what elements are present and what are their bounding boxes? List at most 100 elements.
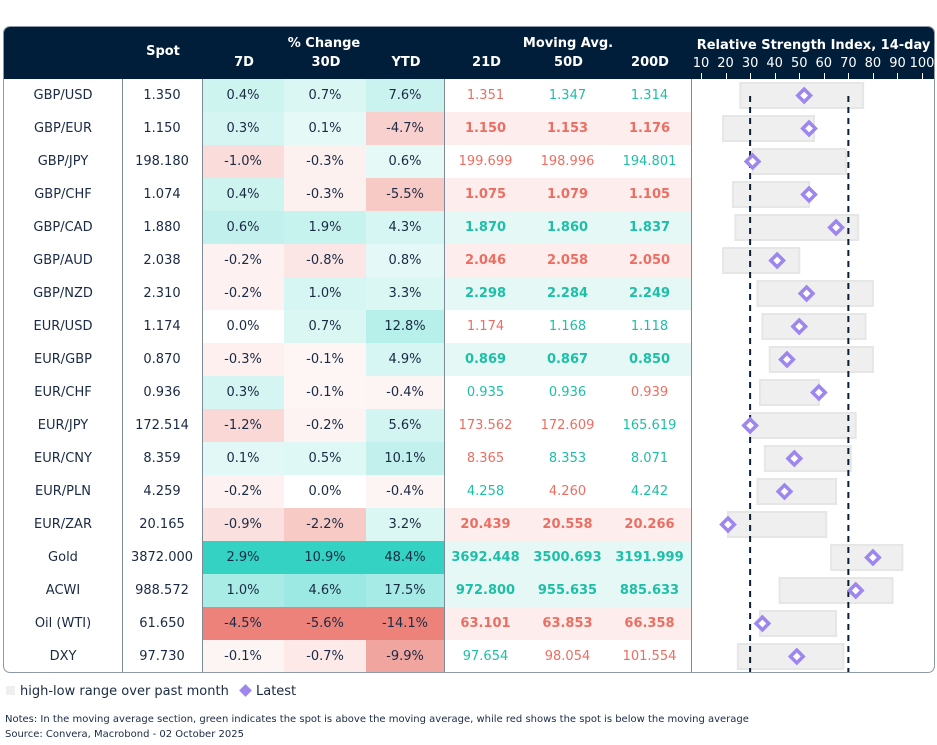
pct-d7: 1.0% xyxy=(202,574,284,607)
rsi-tick xyxy=(774,73,776,79)
table-row: Oil (WTI) 61.650 -4.5% -5.6% -14.1% 63.101 63… xyxy=(4,607,934,640)
instrument-name: GBP/JPY xyxy=(37,154,89,169)
ma-200d: 101.554 xyxy=(622,649,677,664)
pct-ytd: 4.9% xyxy=(366,343,444,376)
ma-21d: 1.870 xyxy=(464,220,507,235)
pct-d7: 0.0% xyxy=(202,310,284,343)
pct-ytd: 0.6% xyxy=(366,145,444,178)
ma-200d: 194.801 xyxy=(622,154,677,169)
table-header: Spot % Change 7D 30D YTD Moving Avg. 21D… xyxy=(4,27,934,79)
rsi-tick-label: 90 xyxy=(889,56,906,71)
pct-d7: 0.3% xyxy=(202,376,284,409)
pct-d30: -2.2% xyxy=(284,508,366,541)
rsi-latest-marker xyxy=(827,218,845,237)
pct-d7: 0.3% xyxy=(202,112,284,145)
ma-200d: 1.176 xyxy=(628,121,671,136)
rsi-range-bar xyxy=(756,478,838,505)
ma-21d: 0.869 xyxy=(464,352,507,367)
table-row: DXY 97.730 -0.1% -0.7% -9.9% 97.654 98.054 101… xyxy=(4,640,934,672)
pct-ytd: 0.8% xyxy=(366,244,444,277)
rsi-range-bar xyxy=(749,412,857,439)
rsi-latest-marker xyxy=(810,383,828,402)
pct-ytd: -5.5% xyxy=(366,178,444,211)
spot-value: 0.870 xyxy=(143,352,181,367)
rsi-tick-label: 50 xyxy=(790,56,808,71)
rsi-tick xyxy=(799,73,801,79)
ma-21d: 199.699 xyxy=(458,154,513,169)
rsi-tick xyxy=(897,73,899,79)
pct-d30: -0.3% xyxy=(284,178,366,211)
pct-ytd: 7.6% xyxy=(366,79,444,112)
header-spot: Spot xyxy=(146,44,180,59)
ma-21d: 63.101 xyxy=(460,616,511,631)
divider xyxy=(122,79,123,672)
table-row: GBP/EUR 1.150 0.3% 0.1% -4.7% 1.150 1.153 1.17… xyxy=(4,112,934,145)
ma-50d: 2.058 xyxy=(546,253,589,268)
pct-ytd: -0.4% xyxy=(366,376,444,409)
rsi-latest-marker xyxy=(846,581,865,600)
rsi-latest-marker xyxy=(790,317,809,336)
rsi-tick-label: 40 xyxy=(766,56,783,71)
pct-d30: 4.6% xyxy=(284,574,366,607)
ma-21d: 1.351 xyxy=(466,88,505,103)
spot-value: 2.038 xyxy=(143,253,181,268)
instrument-name: GBP/CAD xyxy=(33,220,93,235)
ma-highlight xyxy=(444,574,691,607)
ma-200d: 1.314 xyxy=(630,88,669,103)
ma-50d: 4.260 xyxy=(548,484,587,499)
pct-d30: 0.7% xyxy=(284,310,366,343)
pct-ytd: 10.1% xyxy=(366,442,444,475)
rsi-latest-marker xyxy=(864,548,882,567)
instrument-name: ACWI xyxy=(45,583,81,598)
pct-d7: -4.5% xyxy=(202,607,284,640)
ma-50d: 172.609 xyxy=(540,418,595,433)
spot-value: 198.180 xyxy=(135,154,189,169)
pct-d30: 0.5% xyxy=(284,442,366,475)
ma-50d: 1.153 xyxy=(546,121,589,136)
rsi-range-bar xyxy=(727,511,828,538)
rsi-tick xyxy=(750,73,752,79)
ma-21d: 20.439 xyxy=(460,517,511,532)
instrument-name: GBP/AUD xyxy=(33,253,93,268)
rsi-chart xyxy=(719,82,904,672)
rsi-tick xyxy=(872,73,874,79)
instrument-name: DXY xyxy=(49,649,77,664)
pct-d7: -1.0% xyxy=(202,145,284,178)
pct-ytd: -14.1% xyxy=(366,607,444,640)
ma-200d: 165.619 xyxy=(622,418,677,433)
rsi-tick-label: 20 xyxy=(717,56,734,71)
header-pct-change: % Change xyxy=(287,36,361,51)
table-row: EUR/PLN 4.259 -0.2% 0.0% -0.4% 4.258 4.260 4.2… xyxy=(4,475,934,508)
rsi-range-bar xyxy=(731,181,811,208)
spot-value: 97.730 xyxy=(139,649,185,664)
instrument-name: GBP/USD xyxy=(33,88,93,103)
pct-d30: -0.7% xyxy=(284,640,366,672)
ma-21d: 3692.448 xyxy=(451,550,520,565)
pct-ytd: 12.8% xyxy=(366,310,444,343)
rsi-range-bar xyxy=(722,115,815,142)
pct-ytd: 48.4% xyxy=(366,541,444,574)
pct-d7: 0.6% xyxy=(202,211,284,244)
ma-50d: 1.860 xyxy=(546,220,589,235)
pct-d7: -0.1% xyxy=(202,640,284,672)
ma-highlight xyxy=(444,607,691,640)
rsi-range-bar xyxy=(778,577,894,604)
ma-200d: 2.249 xyxy=(628,286,671,301)
pct-d7: 0.4% xyxy=(202,178,284,211)
instrument-name: EUR/PLN xyxy=(35,484,91,499)
rsi-tick xyxy=(922,73,924,79)
rsi-latest-marker xyxy=(768,251,786,270)
legend: high-low range over past month Latest xyxy=(6,684,296,699)
ma-200d: 1.105 xyxy=(628,187,671,202)
ma-50d: 1.079 xyxy=(546,187,589,202)
ma-highlight xyxy=(444,277,691,310)
table-row: EUR/CNY 8.359 0.1% 0.5% 10.1% 8.365 8.353 8.07… xyxy=(4,442,934,475)
diamond-icon xyxy=(239,684,252,697)
pct-ytd: 5.6% xyxy=(366,409,444,442)
spot-value: 1.350 xyxy=(143,88,181,103)
rsi-latest-marker xyxy=(795,86,813,105)
pct-d30: 10.9% xyxy=(284,541,366,574)
ma-50d: 8.353 xyxy=(548,451,587,466)
divider xyxy=(444,79,445,672)
rsi-range-bar xyxy=(763,445,852,472)
